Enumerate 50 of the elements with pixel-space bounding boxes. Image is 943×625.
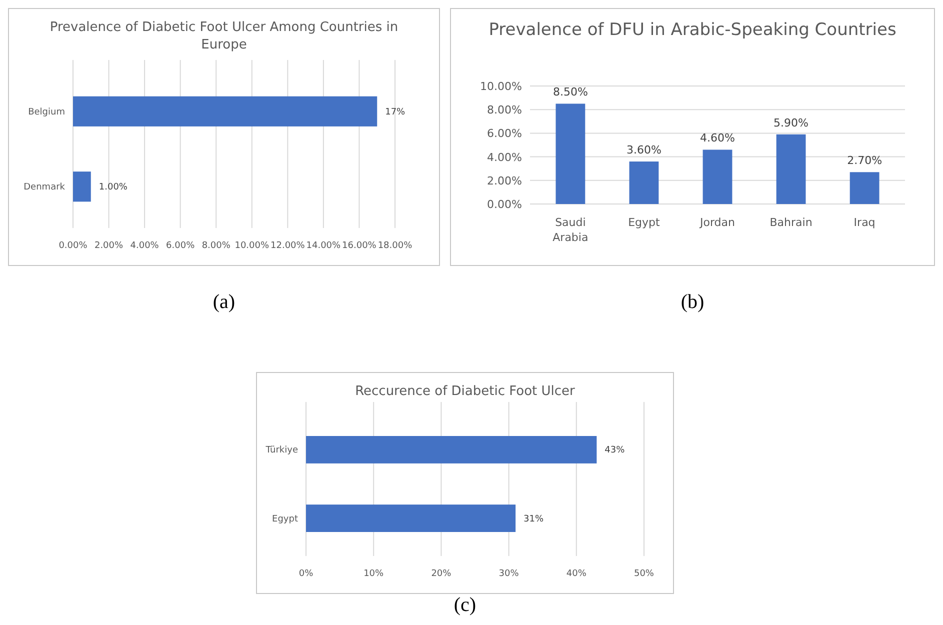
bar <box>556 104 586 204</box>
data-label: 8.50% <box>552 86 588 99</box>
data-label: 1.00% <box>98 182 128 193</box>
bar <box>702 150 732 204</box>
x-tick-label: 16.00% <box>342 241 377 251</box>
x-tick-label: 20% <box>431 569 452 579</box>
x-tick-label: 30% <box>498 569 520 579</box>
x-tick-label: 6.00% <box>166 241 196 251</box>
x-tick-label: 2.00% <box>94 241 124 251</box>
y-tick-label: Denmark <box>24 182 66 193</box>
y-tick-label: 8.00% <box>487 104 522 117</box>
text: (b) <box>680 291 704 313</box>
y-tick-label: 10.00% <box>480 80 522 93</box>
x-tick-label: 10.00% <box>234 241 270 251</box>
data-label: 3.60% <box>626 144 662 157</box>
bar <box>850 172 880 204</box>
y-tick-label: 6.00% <box>487 127 522 140</box>
x-tick-label: 4.00% <box>130 241 160 251</box>
x-tick-label: 0.00% <box>58 241 88 251</box>
bar <box>776 134 806 204</box>
data-label: 5.90% <box>774 116 809 130</box>
x-tick-label: Jordan <box>699 216 736 229</box>
data-label: 43% <box>604 446 626 456</box>
x-tick-label: Iraq <box>854 216 876 229</box>
y-tick-label: 2.00% <box>487 174 522 188</box>
x-tick-label: 12.00% <box>270 241 306 251</box>
x-tick-label: 50% <box>634 569 654 579</box>
x-tick-label: 10% <box>364 569 384 579</box>
y-tick-label: 4.00% <box>487 150 522 164</box>
y-tick-label: Belgium <box>28 107 65 118</box>
x-tick-label: Bahrain <box>770 216 812 229</box>
chart-title: Prevalence of DFU in Arabic-Speaking Countries <box>488 20 896 40</box>
y-tick-label: 0.00% <box>487 198 522 211</box>
y-tick-label: Türkiye <box>264 446 298 456</box>
x-tick-label: 14.00% <box>306 241 342 251</box>
text: (a) <box>212 291 236 313</box>
data-label: 17% <box>385 107 406 118</box>
data-label: 4.60% <box>700 132 735 145</box>
x-tick-label: 40% <box>566 569 587 579</box>
x-tick-label: Egypt <box>628 216 661 229</box>
text: (c) <box>454 594 476 616</box>
data-label: 2.70% <box>847 154 882 168</box>
x-tick-label: 0% <box>298 569 314 579</box>
x-tick-label: Saudi Arabia <box>552 216 588 244</box>
chart-title: Reccurence of Diabetic Foot Ulcer <box>355 384 576 399</box>
x-tick-label: 18.00% <box>378 241 413 251</box>
chart-title: Prevalence of Diabetic Foot Ulcer Among Countries in Europe <box>50 20 398 53</box>
data-label: 31% <box>524 514 544 524</box>
bar <box>629 162 659 204</box>
x-tick-label: 8.00% <box>202 241 231 251</box>
